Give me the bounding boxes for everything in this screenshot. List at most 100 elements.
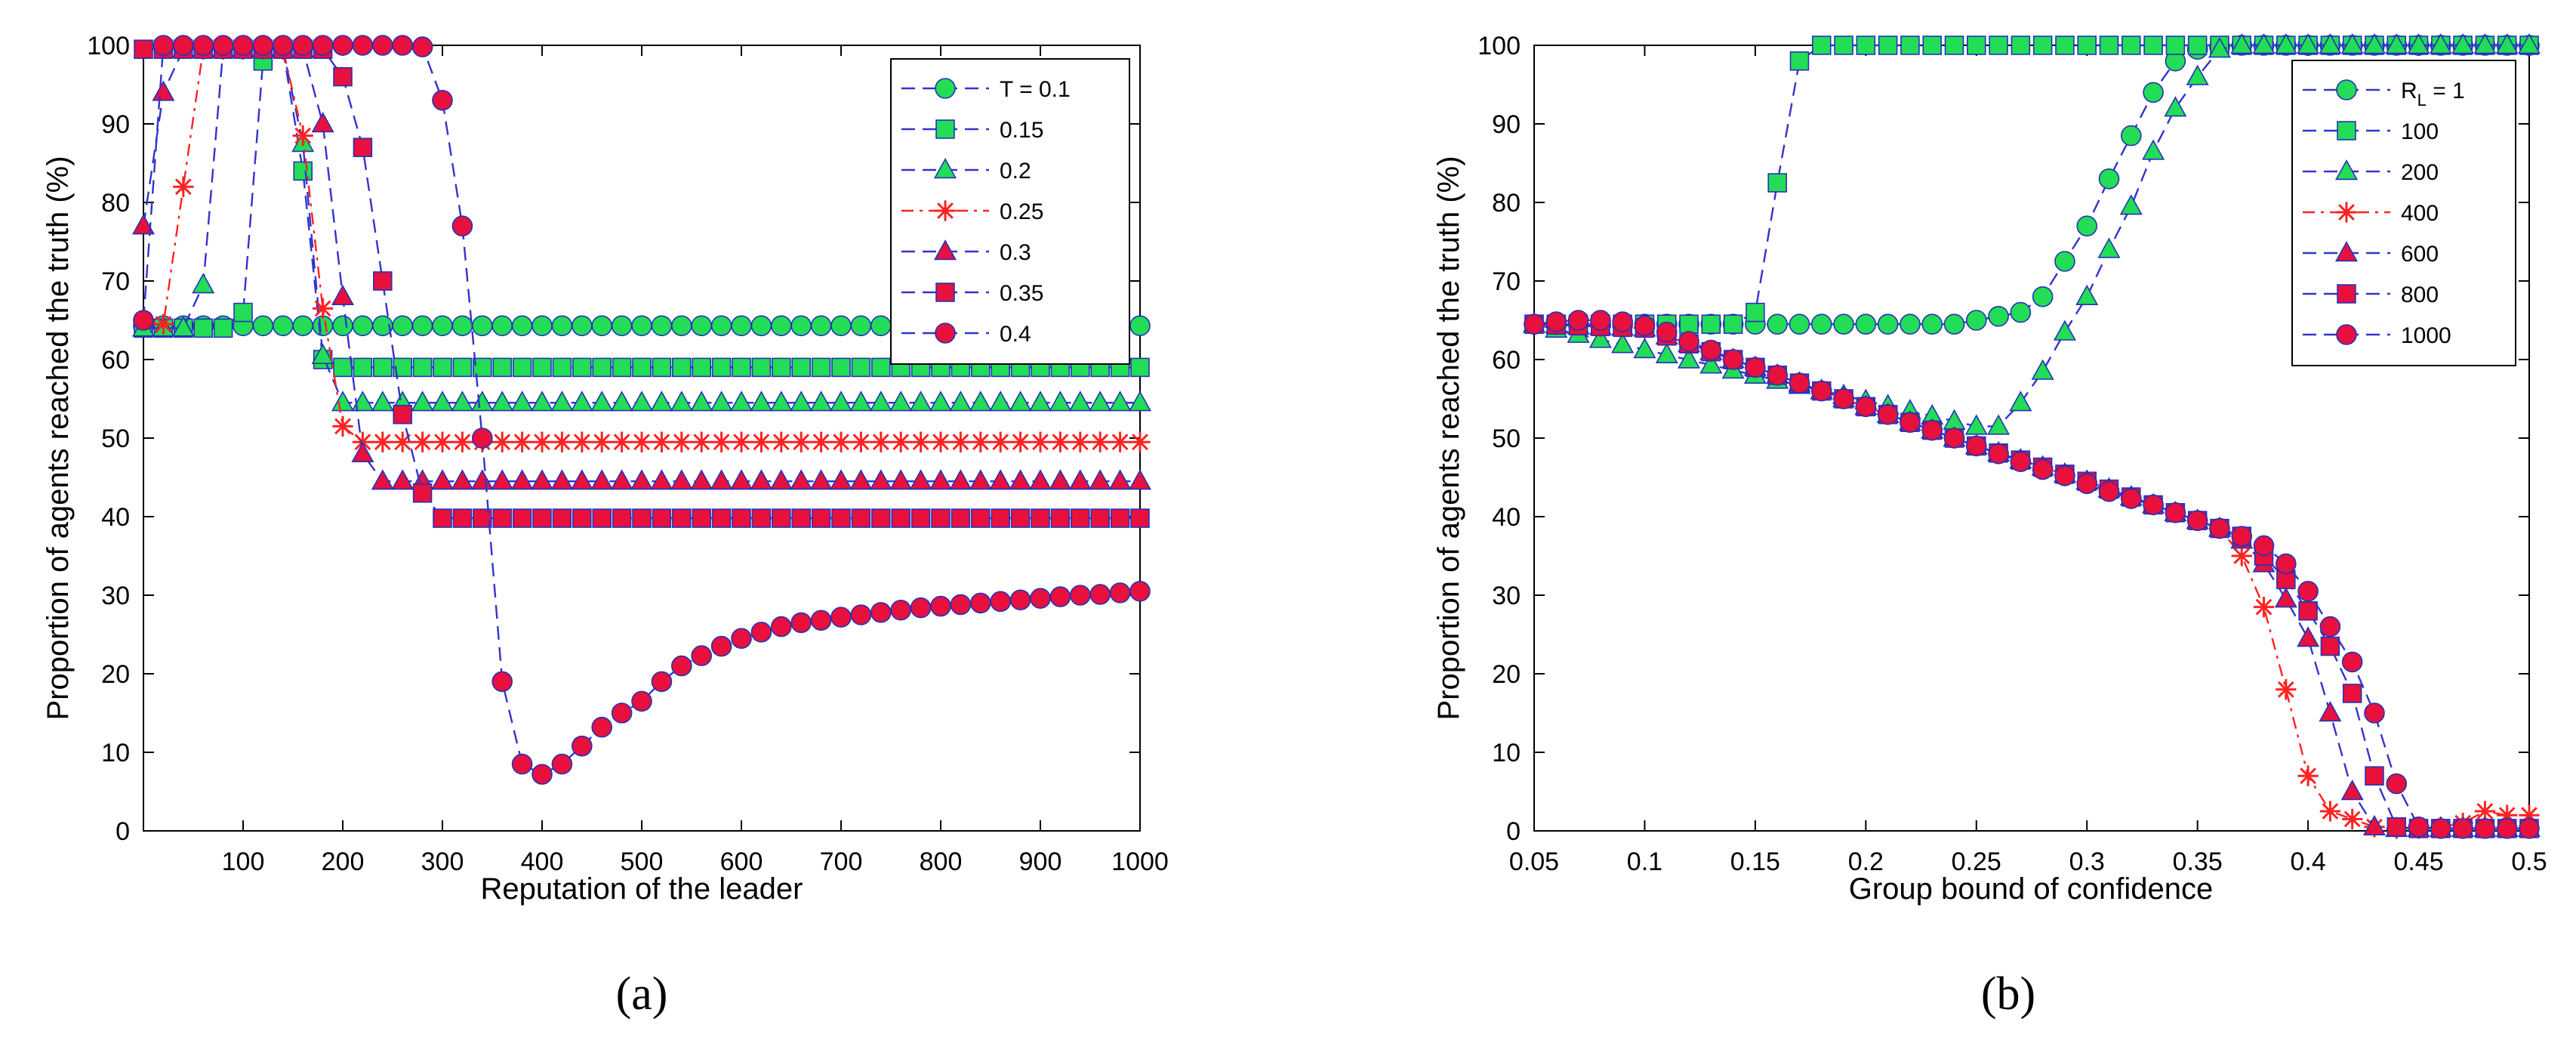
data-point [552,508,572,528]
legend-a: T = 0.1 0.15 0.2 0.25 0.3 0.35 0.4 [890,58,1130,365]
data-point [530,391,554,412]
data-point [771,616,792,638]
data-point [591,431,612,452]
data-point [433,508,452,528]
data-point [830,607,852,628]
data-point [353,357,373,378]
data-point [1129,580,1151,602]
data-point [311,343,334,365]
data-point [2297,33,2320,54]
data-point [2386,773,2408,795]
data-point [1767,173,1787,193]
data-point [1701,314,1721,334]
data-point [171,316,195,337]
data-point [550,391,574,412]
data-point [1699,353,1723,374]
data-point [173,176,194,197]
data-point [2319,701,2342,722]
data-point [610,469,633,490]
data-point [1129,431,1151,452]
data-point [590,469,614,490]
data-point [252,35,274,56]
data-point [1656,321,1678,343]
data-point [751,357,772,378]
data-point [293,161,313,181]
data-point [769,391,793,412]
data-point [511,753,533,775]
data-point [2276,553,2297,575]
data-point [829,469,853,490]
legend-entry-label: 0.35 [1000,281,1043,306]
legend-marker [2337,284,2356,304]
data-point [2408,817,2430,838]
data-point [910,597,932,619]
data-point [691,315,713,337]
panel-caption-b: (b) [1981,968,2035,1020]
data-point [750,391,773,412]
data-point [590,391,614,412]
data-point [851,357,871,378]
data-point [710,391,733,412]
x-tick-label: 0.15 [1730,847,1780,876]
data-point [2385,33,2408,54]
data-point [1723,314,1743,334]
data-point [829,391,853,412]
data-point [811,357,831,378]
data-point [732,508,751,528]
data-point [372,431,393,452]
data-point [2231,545,2252,567]
data-point [491,469,514,490]
data-point [970,592,991,614]
y-tick-label: 50 [1492,424,1521,453]
data-point [1049,469,1072,490]
y-tick-label: 20 [101,660,130,689]
y-tick-label: 20 [1492,660,1521,689]
data-point [772,357,791,378]
data-point [969,391,992,412]
data-point [809,391,833,412]
data-point [491,391,514,412]
data-point [970,431,991,452]
data-point [2362,814,2386,835]
data-point [213,318,233,338]
legend-marker [2334,159,2359,181]
data-point [1678,347,1701,369]
data-point [1922,36,1942,55]
data-point [909,469,932,490]
data-point [392,35,414,56]
data-point [929,391,953,412]
data-point [2122,36,2141,55]
data-point [1789,313,1810,335]
data-point [1524,313,1545,335]
data-point [1855,313,1877,335]
data-point [672,508,692,528]
data-point [671,431,692,452]
data-point [392,431,413,452]
data-point [630,469,654,490]
data-point [2186,510,2208,532]
data-point [1810,380,1832,402]
data-point [690,391,713,412]
legend-entry-label: 600 [2401,242,2439,267]
x-tick-label: 100 [222,847,265,876]
data-point [473,357,492,378]
data-point [2340,33,2364,54]
data-point [2365,766,2384,786]
legend-entry-label: 0.3 [1000,240,1031,265]
data-point [134,39,153,59]
data-point [850,315,872,337]
data-point [2076,473,2098,495]
data-point [2164,96,2187,117]
data-point [2165,36,2186,55]
data-point [1128,391,1152,412]
x-tick-label: 0.25 [1952,847,2001,876]
x-tick-label: 900 [1019,847,1062,876]
data-point [611,702,633,724]
data-point [1633,338,1656,359]
legend-marker [935,200,956,221]
y-tick-label: 10 [101,739,130,767]
data-point [831,508,851,528]
data-point [570,469,593,490]
data-point [611,431,633,452]
